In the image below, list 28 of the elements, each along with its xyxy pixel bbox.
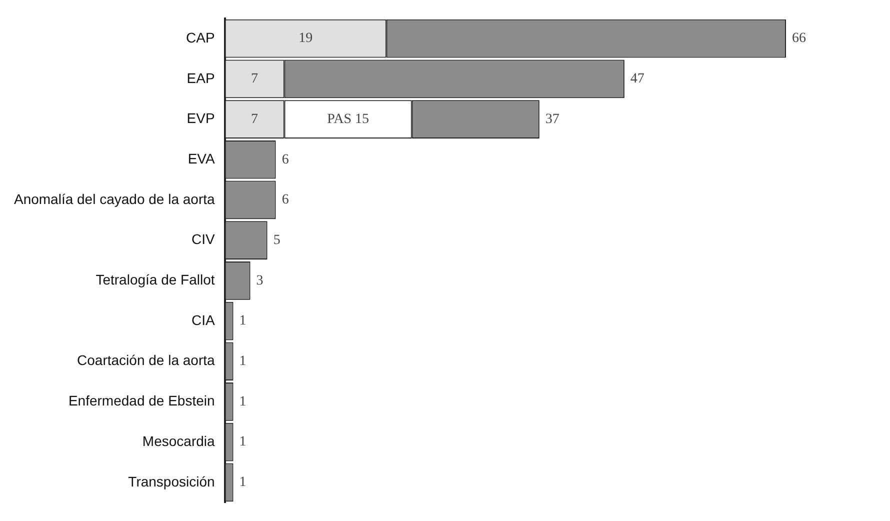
data-label: PAS 15 (327, 112, 370, 127)
data-label: 19 (298, 31, 313, 46)
y-tick-label: EAP (186, 70, 215, 86)
total-label: 1 (239, 314, 246, 329)
total-label: 1 (239, 434, 246, 450)
y-tick-label: Mesocardia (142, 432, 216, 449)
y-tick-label: CIA (191, 312, 216, 328)
y-tick-label: Transposición (128, 473, 215, 490)
total-label: 6 (282, 152, 289, 168)
y-tick-label: Tetralogía de Fallot (96, 272, 215, 288)
y-tick-label: EVA (188, 150, 216, 166)
total-label: 1 (239, 354, 246, 370)
y-tick-label: Enfermedad de Ebstein (68, 392, 215, 409)
total-label: 5 (273, 232, 280, 248)
y-tick-label: Anomalía del cayado de la aorta (14, 190, 215, 207)
y-tick-label: CAP (186, 29, 215, 46)
data-label: 7 (251, 112, 258, 127)
y-tick-label: CIV (191, 231, 216, 248)
total-label: 37 (545, 112, 560, 127)
y-tick-label: EVP (186, 110, 215, 126)
total-label: 66 (792, 31, 806, 46)
total-label: 1 (239, 394, 246, 410)
y-tick-label: Coartación de la aorta (77, 352, 215, 368)
total-label: 1 (239, 475, 246, 490)
total-label: 3 (256, 273, 264, 288)
total-label: 6 (282, 192, 289, 208)
data-label: 7 (251, 72, 258, 87)
total-label: 47 (630, 72, 644, 87)
